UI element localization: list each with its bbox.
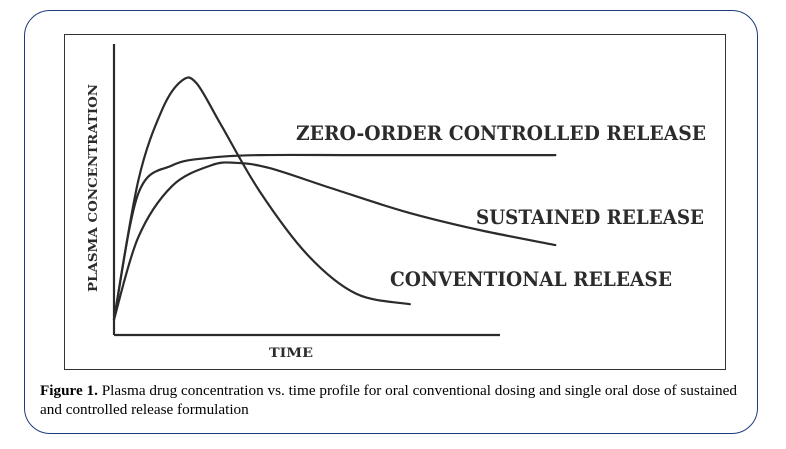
caption-text: Plasma drug concentration vs. time profi…	[40, 382, 737, 418]
axes	[112, 44, 500, 337]
figure-caption: Figure 1. Plasma drug concentration vs. …	[40, 381, 752, 419]
series-label-zero-order: ZERO-ORDER CONTROLLED RELEASE	[296, 121, 706, 145]
series-label-sustained: SUSTAINED RELEASE	[476, 205, 704, 229]
figure-frame	[24, 10, 758, 434]
plot-box	[64, 34, 726, 370]
curves	[112, 76, 557, 321]
x-axis-label: TIME	[269, 346, 313, 361]
series-line-2	[112, 76, 411, 321]
series-line-0	[112, 153, 557, 321]
series-label-conventional: CONVENTIONAL RELEASE	[390, 267, 672, 291]
series-line-1	[112, 161, 557, 321]
caption-label: Figure 1.	[40, 382, 98, 399]
y-axis-label: PLASMA CONCENTRATION	[86, 84, 100, 292]
labels: ZERO-ORDER CONTROLLED RELEASE SUSTAINED R…	[86, 84, 706, 361]
